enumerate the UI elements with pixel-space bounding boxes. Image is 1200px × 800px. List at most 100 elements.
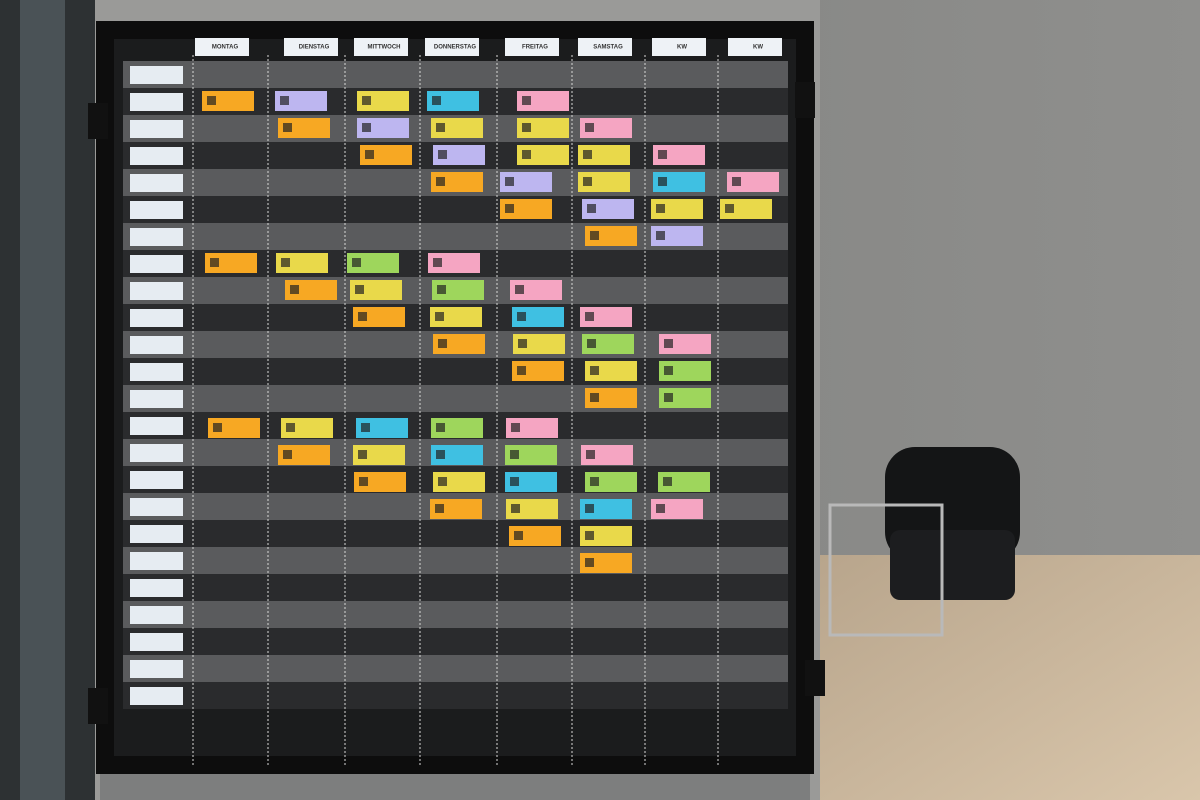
card-icon (432, 96, 441, 105)
clip (795, 82, 815, 118)
clip (88, 688, 108, 724)
row-pocket (123, 628, 788, 655)
column-header-card (728, 38, 782, 56)
card-icon (658, 177, 667, 186)
card-icon (664, 339, 673, 348)
row-tab (130, 633, 183, 651)
row-tab (130, 606, 183, 624)
card-icon (436, 177, 445, 186)
row-tab (130, 390, 183, 408)
column-header: MONTAG (212, 45, 239, 51)
card-icon (585, 558, 594, 567)
card-icon (725, 204, 734, 213)
row-tab (130, 336, 183, 354)
card-icon (522, 123, 531, 132)
card-icon (586, 450, 595, 459)
card-icon (505, 204, 514, 213)
card-icon (433, 258, 442, 267)
card-icon (435, 312, 444, 321)
card-icon (510, 477, 519, 486)
column-header-card (284, 38, 338, 56)
card-icon (362, 96, 371, 105)
row-tab (130, 93, 183, 111)
row-tab (130, 660, 183, 678)
column-header-card (578, 38, 632, 56)
card-icon (590, 231, 599, 240)
card-icon (358, 312, 367, 321)
card-icon (436, 123, 445, 132)
card-icon (583, 150, 592, 159)
column-header: DONNERSTAG (434, 45, 477, 51)
card-icon (210, 258, 219, 267)
card-icon (362, 123, 371, 132)
window-glass (20, 0, 65, 800)
card-icon (207, 96, 216, 105)
card-icon (587, 339, 596, 348)
card-icon (355, 285, 364, 294)
row-tab (130, 525, 183, 543)
card-icon (587, 204, 596, 213)
column-header: KW (753, 45, 763, 51)
column-header-card (195, 38, 249, 56)
column-header: KW (677, 45, 687, 51)
column-header: MITTWOCH (368, 45, 401, 51)
board-columns: MONTAG DIENSTAG MITTWOCH DONNERSTAG FREITAG S… (192, 38, 782, 765)
row-tab (130, 255, 183, 273)
row-pocket (123, 655, 788, 682)
card-icon (517, 312, 526, 321)
row-tab (130, 579, 183, 597)
cards (202, 91, 779, 573)
chair (828, 447, 1020, 637)
card-icon (286, 423, 295, 432)
column-header-card (652, 38, 706, 56)
card-icon (358, 450, 367, 459)
card-icon (585, 504, 594, 513)
row-pocket (123, 520, 788, 547)
card-icon (585, 123, 594, 132)
card-icon (590, 393, 599, 402)
row-pocket (123, 61, 788, 88)
card-icon (511, 423, 520, 432)
card-icon (290, 285, 299, 294)
row-tab (130, 417, 183, 435)
row-tab (130, 363, 183, 381)
card-icon (283, 450, 292, 459)
row-tab (130, 174, 183, 192)
card-icon (436, 450, 445, 459)
row-tab (130, 120, 183, 138)
clip (88, 103, 108, 139)
row-tab (130, 282, 183, 300)
card-icon (365, 150, 374, 159)
card-icon (438, 477, 447, 486)
row-tab (130, 309, 183, 327)
card-icon (585, 531, 594, 540)
row-tab (130, 201, 183, 219)
row-tab (130, 228, 183, 246)
row-tab (130, 687, 183, 705)
row-tab (130, 66, 183, 84)
card-icon (663, 477, 672, 486)
card-icon (438, 339, 447, 348)
column-header: FREITAG (522, 45, 548, 51)
card-icon (515, 285, 524, 294)
card-icon (518, 339, 527, 348)
card-icon (514, 531, 523, 540)
card-icon (281, 258, 290, 267)
row-tab (130, 147, 183, 165)
card-icon (361, 423, 370, 432)
board-edge (96, 21, 814, 774)
row-tab (130, 444, 183, 462)
column-header-card (354, 38, 408, 56)
card-icon (522, 96, 531, 105)
side-table (828, 503, 944, 637)
card-icon (522, 150, 531, 159)
card-icon (664, 366, 673, 375)
card-icon (280, 96, 289, 105)
card-icon (352, 258, 361, 267)
card-icon (658, 150, 667, 159)
card-icon (583, 177, 592, 186)
row-pocket (123, 547, 788, 574)
card-icon (732, 177, 741, 186)
row-pocket (123, 574, 788, 601)
